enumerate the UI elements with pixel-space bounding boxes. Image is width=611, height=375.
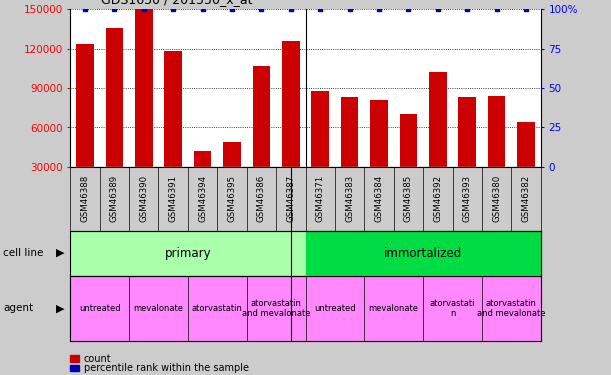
Bar xyxy=(194,151,211,206)
Text: GSM46384: GSM46384 xyxy=(375,175,384,222)
Bar xyxy=(135,9,153,206)
Bar xyxy=(488,96,505,206)
Bar xyxy=(312,91,329,206)
Text: atorvastatin
and mevalonate: atorvastatin and mevalonate xyxy=(477,299,546,318)
Text: GSM46385: GSM46385 xyxy=(404,175,413,222)
Point xyxy=(286,6,296,12)
Point xyxy=(109,6,119,12)
Point xyxy=(521,6,531,12)
Point xyxy=(433,6,443,12)
Point xyxy=(345,6,354,12)
Bar xyxy=(106,28,123,206)
Point xyxy=(492,6,502,12)
Point xyxy=(315,6,325,12)
Text: mevalonate: mevalonate xyxy=(133,304,183,313)
Text: agent: agent xyxy=(3,303,33,313)
Text: GSM46390: GSM46390 xyxy=(139,175,148,222)
Point xyxy=(168,6,178,12)
Text: ▶: ▶ xyxy=(56,248,64,258)
Text: GSM46371: GSM46371 xyxy=(316,175,324,222)
Point xyxy=(80,6,90,12)
Bar xyxy=(458,98,476,206)
Point xyxy=(463,6,472,12)
Bar xyxy=(282,41,299,206)
Bar xyxy=(223,142,241,206)
Text: atorvastati
n: atorvastati n xyxy=(430,299,475,318)
Text: GSM46394: GSM46394 xyxy=(198,175,207,222)
Text: cell line: cell line xyxy=(3,248,43,258)
Text: GSM46388: GSM46388 xyxy=(81,175,89,222)
Point xyxy=(374,6,384,12)
Point xyxy=(139,6,148,12)
Text: untreated: untreated xyxy=(79,304,120,313)
Point xyxy=(227,6,237,12)
Point xyxy=(198,6,208,12)
Bar xyxy=(518,122,535,206)
Text: GSM46391: GSM46391 xyxy=(169,175,178,222)
Point xyxy=(403,6,413,12)
Text: immortalized: immortalized xyxy=(384,247,463,259)
Text: GSM46380: GSM46380 xyxy=(492,175,501,222)
Bar xyxy=(429,72,447,206)
Point xyxy=(257,6,266,12)
Bar xyxy=(76,44,94,206)
Bar xyxy=(370,100,388,206)
Text: primary: primary xyxy=(164,247,211,259)
Text: GSM46395: GSM46395 xyxy=(227,175,236,222)
Text: GSM46392: GSM46392 xyxy=(433,175,442,222)
Text: untreated: untreated xyxy=(314,304,356,313)
Text: GSM46387: GSM46387 xyxy=(287,175,295,222)
Text: percentile rank within the sample: percentile rank within the sample xyxy=(84,363,249,373)
Bar xyxy=(400,114,417,206)
Text: GSM46383: GSM46383 xyxy=(345,175,354,222)
Text: GSM46382: GSM46382 xyxy=(522,175,530,222)
Text: ▶: ▶ xyxy=(56,303,64,313)
Bar xyxy=(164,51,182,206)
Bar xyxy=(252,66,270,206)
Text: atorvastatin: atorvastatin xyxy=(192,304,243,313)
Text: count: count xyxy=(84,354,111,363)
Text: mevalonate: mevalonate xyxy=(368,304,419,313)
Bar xyxy=(341,98,359,206)
Text: GSM46389: GSM46389 xyxy=(110,175,119,222)
Text: GSM46393: GSM46393 xyxy=(463,175,472,222)
Text: atorvastatin
and mevalonate: atorvastatin and mevalonate xyxy=(242,299,310,318)
Text: GSM46386: GSM46386 xyxy=(257,175,266,222)
Text: GDS1630 / 201550_x_at: GDS1630 / 201550_x_at xyxy=(101,0,252,6)
